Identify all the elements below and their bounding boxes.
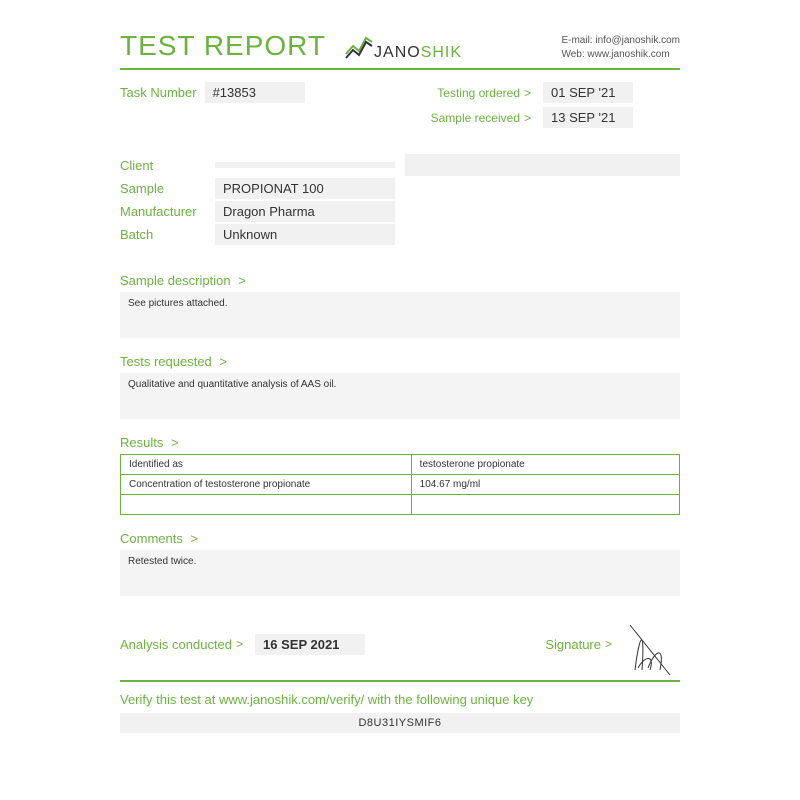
- tests-requested-body: Qualitative and quantitative analysis of…: [120, 373, 680, 419]
- signature-icon: [620, 620, 680, 680]
- logo-chart-icon: [344, 32, 374, 62]
- results-cell: 104.67 mg/ml: [411, 475, 679, 495]
- manufacturer-label: Manufacturer: [120, 204, 215, 219]
- task-number-label: Task Number: [120, 85, 197, 100]
- sample-description-section: Sample description > See pictures attach…: [120, 273, 680, 338]
- info-block: Client Sample PROPIONAT 100 Manufacturer…: [120, 154, 680, 245]
- analysis-conducted-value: 16 SEP 2021: [255, 634, 365, 655]
- comments-label: Comments >: [120, 531, 680, 546]
- task-number-block: Task Number #13853: [120, 82, 400, 103]
- sample-value: PROPIONAT 100: [215, 178, 395, 199]
- sample-description-label: Sample description >: [120, 273, 680, 288]
- contact-info: E-mail: info@janoshik.com Web: www.janos…: [561, 34, 680, 62]
- verify-key: D8U31IYSMIF6: [120, 713, 680, 733]
- analysis-conducted-label: Analysis conducted: [120, 637, 232, 652]
- sample-received-value: 13 SEP '21: [543, 107, 633, 128]
- batch-value: Unknown: [215, 224, 395, 245]
- report-header: TEST REPORT JANOSHIK E-mail: info@janosh…: [120, 30, 680, 70]
- signature-label: Signature: [545, 637, 601, 652]
- manufacturer-value: Dragon Pharma: [215, 201, 395, 222]
- comments-body: Retested twice.: [120, 550, 680, 596]
- client-label: Client: [120, 158, 215, 173]
- tests-requested-label: Tests requested >: [120, 354, 680, 369]
- results-label: Results >: [120, 435, 680, 450]
- results-cell: [411, 495, 679, 515]
- client-value: [215, 162, 395, 168]
- tests-requested-section: Tests requested > Qualitative and quanti…: [120, 354, 680, 419]
- client-row: Client: [120, 154, 680, 176]
- task-number-value: #13853: [205, 82, 305, 103]
- chevron-icon: >: [524, 111, 531, 125]
- chevron-icon: >: [524, 86, 531, 100]
- results-cell: Identified as: [121, 455, 412, 475]
- client-extra-box: [405, 154, 680, 176]
- logo-text: JANOSHIK: [374, 44, 462, 62]
- verify-text: Verify this test at www.janoshik.com/ver…: [120, 692, 680, 707]
- sample-label: Sample: [120, 181, 215, 196]
- sample-row: Sample PROPIONAT 100: [120, 178, 680, 199]
- table-row: Concentration of testosterone propionate…: [121, 475, 680, 495]
- analysis-row: Analysis conducted > 16 SEP 2021 Signatu…: [120, 614, 680, 682]
- testing-ordered-label: Testing ordered: [400, 86, 520, 100]
- sample-description-body: See pictures attached.: [120, 292, 680, 338]
- results-cell: testosterone propionate: [411, 455, 679, 475]
- brand-logo: JANOSHIK: [344, 32, 462, 62]
- signature-block: Signature >: [545, 614, 680, 674]
- batch-row: Batch Unknown: [120, 224, 680, 245]
- batch-label: Batch: [120, 227, 215, 242]
- report-title: TEST REPORT: [120, 30, 326, 62]
- results-cell: Concentration of testosterone propionate: [121, 475, 412, 495]
- results-table: Identified as testosterone propionate Co…: [120, 454, 680, 515]
- table-row: Identified as testosterone propionate: [121, 455, 680, 475]
- dates-block: Testing ordered > 01 SEP '21 Sample rece…: [400, 82, 680, 132]
- comments-section: Comments > Retested twice.: [120, 531, 680, 596]
- table-row: [121, 495, 680, 515]
- testing-ordered-value: 01 SEP '21: [543, 82, 633, 103]
- results-section: Results > Identified as testosterone pro…: [120, 435, 680, 515]
- sample-received-label: Sample received: [400, 111, 520, 125]
- results-cell: [121, 495, 412, 515]
- manufacturer-row: Manufacturer Dragon Pharma: [120, 201, 680, 222]
- top-row: Task Number #13853 Testing ordered > 01 …: [120, 82, 680, 132]
